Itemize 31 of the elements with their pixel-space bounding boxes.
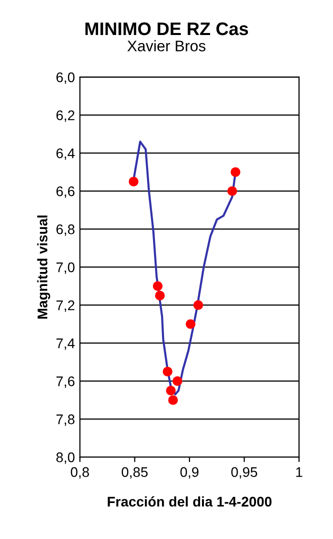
point xyxy=(186,319,196,329)
y-tick-label: 8,0 xyxy=(56,452,75,464)
y-tick-label: 6,0 xyxy=(56,72,75,84)
y-axis-title: Magnitud visual xyxy=(37,216,50,319)
chart-title: MINIMO DE RZ Cas xyxy=(85,22,248,36)
y-tick-label: 7,0 xyxy=(56,262,75,274)
point xyxy=(152,281,163,291)
y-tick-label: 7,6 xyxy=(56,376,74,388)
point xyxy=(166,386,176,396)
y-tick-label: 6,2 xyxy=(56,110,74,122)
y-tick-label: 6,4 xyxy=(56,148,75,160)
point xyxy=(172,376,182,386)
point xyxy=(155,290,165,300)
x-tick-label: 0,9 xyxy=(180,467,198,479)
point xyxy=(193,300,204,310)
point xyxy=(168,395,178,405)
y-tick-label: 7,8 xyxy=(56,414,74,426)
x-tick-label: 0,85 xyxy=(122,467,148,479)
x-tick-label: 1 xyxy=(296,467,302,477)
point xyxy=(227,186,238,196)
y-tick-label: 7,4 xyxy=(56,338,75,350)
y-tick-label: 7,2 xyxy=(56,300,74,312)
x-axis-title: Fracción del dia 1-4-2000 xyxy=(108,496,272,507)
chart-subtitle: Xavier Bros xyxy=(127,40,206,52)
y-tick-label: 6,6 xyxy=(56,186,74,198)
point xyxy=(162,366,172,376)
x-tick-label: 0,95 xyxy=(231,467,258,479)
x-tick-label: 0,8 xyxy=(70,467,89,479)
y-tick-label: 6,8 xyxy=(56,224,74,236)
point xyxy=(230,167,240,177)
point xyxy=(128,176,138,186)
